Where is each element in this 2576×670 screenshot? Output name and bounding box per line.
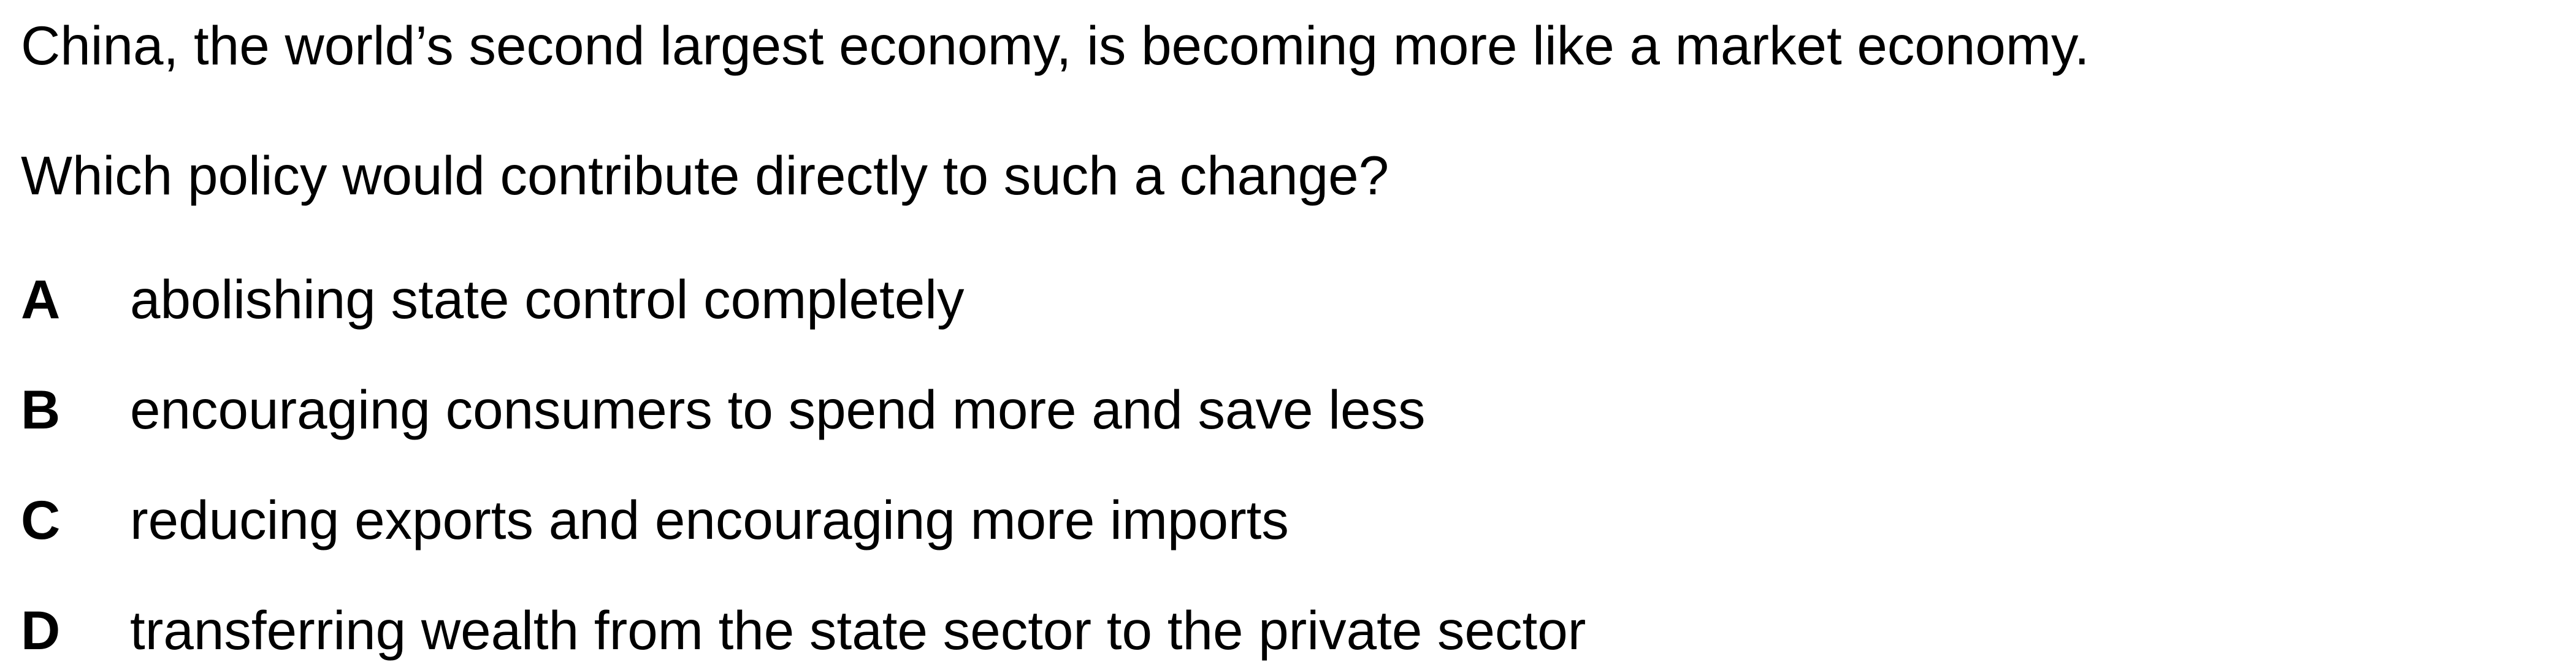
question-prompt: Which policy would contribute directly t… (21, 145, 1389, 206)
option-text: reducing exports and encouraging more im… (130, 489, 1289, 550)
option-d: D transferring wealth from the state sec… (21, 603, 2535, 664)
option-a: A abolishing state control completely (21, 272, 2535, 333)
option-letter: D (21, 600, 61, 661)
option-text: encouraging consumers to spend more and … (130, 379, 1426, 440)
option-b: B encouraging consumers to spend more an… (21, 383, 2535, 444)
option-letter: C (21, 489, 61, 550)
option-text: abolishing state control completely (130, 268, 965, 330)
option-letter: B (21, 379, 61, 440)
question-stem: China, the world’s second largest econom… (21, 15, 2090, 76)
option-letter: A (21, 268, 61, 330)
option-c: C reducing exports and encouraging more … (21, 493, 2535, 554)
option-text: transferring wealth from the state secto… (130, 600, 1586, 661)
